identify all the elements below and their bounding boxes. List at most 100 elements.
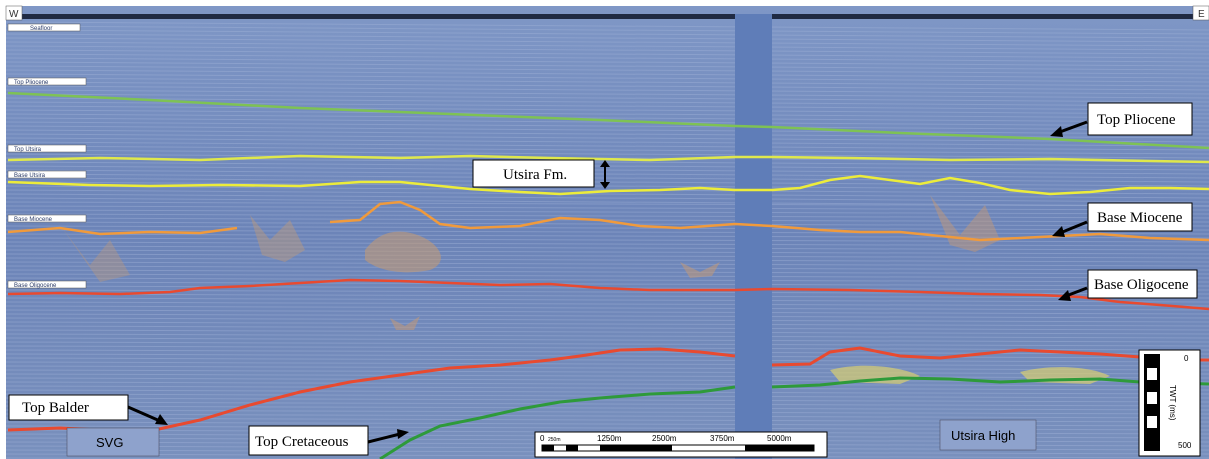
reflector-line (5, 373, 1209, 379)
reflector-line (5, 149, 1209, 159)
reflector-line (5, 93, 1209, 103)
reflector-line (5, 345, 1209, 351)
reflector-line (5, 273, 1209, 279)
west-box (5, 5, 23, 21)
reflector-line (5, 353, 1209, 359)
base-miocene-horizon-right (329, 200, 1209, 242)
reflector-line (5, 141, 1209, 151)
reflector-line (5, 77, 1209, 87)
reflector-line (5, 309, 1209, 315)
reflector-line (5, 245, 1209, 251)
reflector-line (5, 277, 1209, 283)
reflector-line (5, 225, 1209, 231)
reflector-line (5, 397, 1209, 403)
reflector-line (5, 193, 1209, 203)
reflector-line (5, 189, 1209, 199)
reflector-line (5, 221, 1209, 227)
callouts: Top Pliocene Utsira Fm. Base Miocene Bas… (8, 102, 1198, 456)
reflector-line (5, 89, 1209, 99)
twt-scale: 0 500 TWT (ms) (1138, 349, 1201, 457)
scale-tick-5000: 5000m (767, 434, 792, 443)
scale-tick-2500: 2500m (652, 434, 677, 443)
area-label-utsira-high: Utsira High (951, 428, 1015, 443)
reflector-line (5, 365, 1209, 371)
reflector-line (5, 137, 1209, 147)
reflector-line (5, 405, 1209, 411)
reflector-line (5, 401, 1209, 407)
tag-base-oligocene: Base Oligocene (14, 283, 57, 289)
reflector-line (5, 261, 1209, 267)
reflector-line (5, 237, 1209, 243)
twt-axis-label: TWT (ms) (1168, 385, 1177, 421)
tag-top-pliocene: Top Pliocene (14, 80, 49, 86)
callout-top-cretaceous: Top Cretaceous (255, 434, 349, 450)
reflector-line (5, 361, 1209, 367)
reflector-line (5, 133, 1209, 143)
svg-box (66, 427, 160, 457)
east-label: E (1198, 9, 1205, 20)
base-oligocene-horizon (7, 278, 1209, 311)
reflector-line (5, 69, 1209, 79)
reflector-line (5, 165, 1209, 175)
reflector-line (5, 409, 1209, 415)
reflector-line (5, 125, 1209, 135)
twt-bottom: 500 (1178, 441, 1192, 450)
reflector-line (5, 293, 1209, 299)
reflector-line (5, 197, 1209, 207)
reflector-line (5, 45, 1209, 55)
reflector-line (5, 369, 1209, 375)
base-miocene-horizon-left (7, 226, 238, 236)
west-label: W (9, 9, 19, 20)
seafloor-band (6, 14, 1209, 19)
reflector-line (5, 49, 1209, 59)
data-gap (735, 14, 772, 459)
reflector-line (5, 105, 1209, 115)
reflector-line (5, 33, 1209, 43)
reflector-line (5, 121, 1209, 131)
reflector-line (5, 25, 1209, 35)
reflector-line (5, 205, 1209, 211)
reflector-line (5, 357, 1209, 363)
seismic-reflectors (5, 21, 1209, 459)
reflector-line (5, 341, 1209, 347)
reflector-line (5, 297, 1209, 303)
twt-top: 0 (1184, 354, 1189, 363)
east-box (1192, 5, 1209, 21)
reflector-line (5, 81, 1209, 91)
reflector-line (5, 305, 1209, 311)
scale-tick-250: 250m (548, 437, 561, 443)
reflector-line (5, 173, 1209, 183)
reflector-line (5, 61, 1209, 71)
reflector-line (5, 381, 1209, 387)
reflector-line (5, 41, 1209, 51)
callout-base-oligocene: Base Oligocene (1094, 277, 1189, 293)
reflector-line (5, 145, 1209, 155)
reflector-line (5, 257, 1209, 263)
base-utsira-horizon (7, 174, 1209, 196)
reflector-line (5, 109, 1209, 119)
reflector-line (5, 253, 1209, 259)
reflector-line (5, 29, 1209, 39)
reflector-line (5, 413, 1209, 419)
tag-base-miocene: Base Miocene (14, 217, 53, 223)
reflector-line (5, 201, 1209, 207)
tag-seafloor: Seafloor (30, 26, 52, 32)
reflector-line (5, 385, 1209, 391)
reflector-line (5, 97, 1209, 107)
reflector-line (5, 329, 1209, 335)
reflector-line (5, 313, 1209, 319)
reflector-line (5, 21, 1209, 31)
reflector-line (5, 53, 1209, 63)
reflector-line (5, 281, 1209, 287)
reflector-line (5, 113, 1209, 123)
scale-tick-3750: 3750m (710, 434, 735, 443)
reflector-line (5, 389, 1209, 395)
reflector-line (5, 57, 1209, 67)
reflector-line (5, 301, 1209, 307)
reflector-line (5, 325, 1209, 331)
reflector-line (5, 249, 1209, 255)
reflector-line (5, 117, 1209, 127)
reflector-line (5, 229, 1209, 235)
